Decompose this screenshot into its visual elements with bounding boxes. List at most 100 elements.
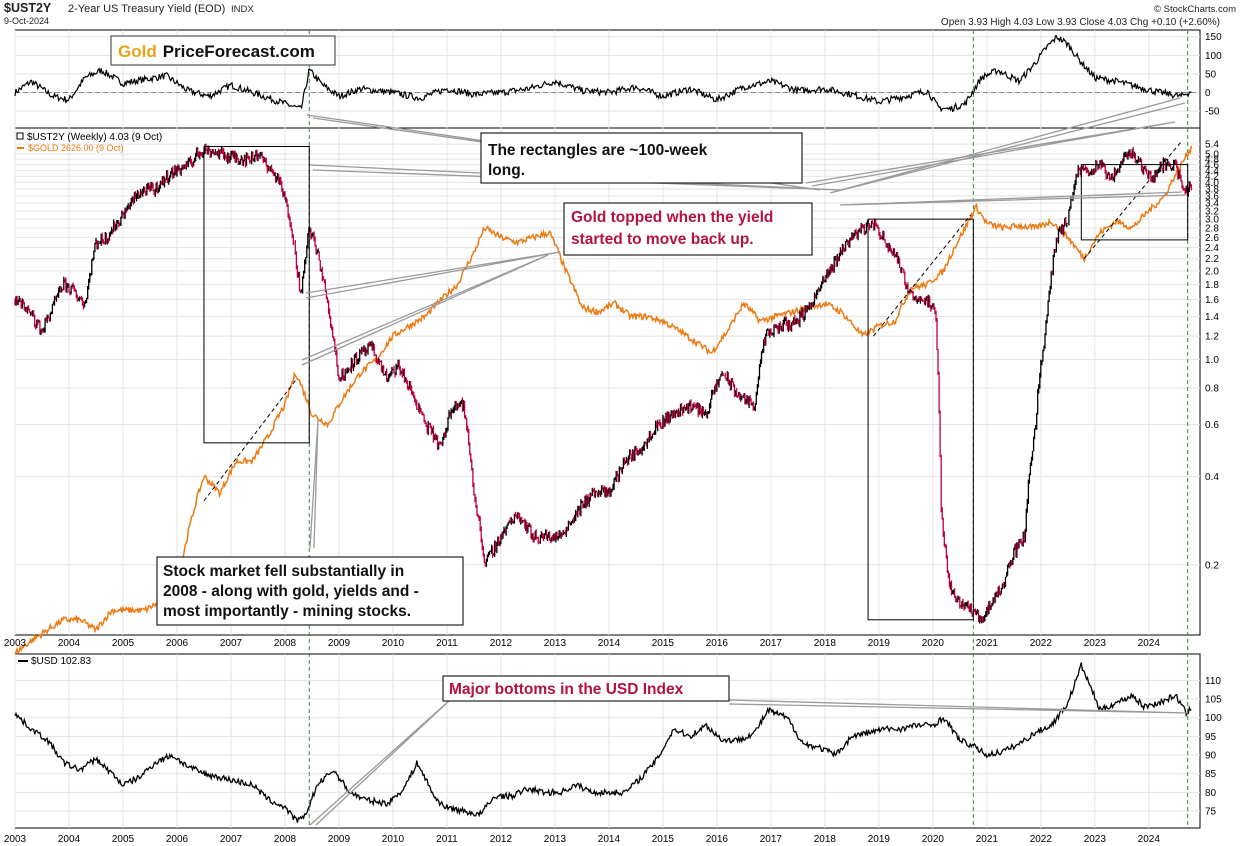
- annotation-usd-bottoms: Major bottoms in the USD Index: [442, 675, 730, 702]
- callout-wedge: [728, 699, 1189, 714]
- x-tick-label: 2004: [58, 638, 81, 649]
- usd-y-tick: 95: [1205, 732, 1217, 743]
- x-tick-label: 2019: [868, 834, 891, 845]
- x-tick-label: 2008: [274, 834, 297, 845]
- chart-title: 2-Year US Treasury Yield (EOD): [68, 3, 225, 15]
- x-tick-label: 2012: [490, 638, 513, 649]
- x-tick-label: 2007: [220, 834, 243, 845]
- yield-y-tick: 1.0: [1205, 355, 1219, 366]
- x-tick-label: 2006: [166, 834, 189, 845]
- x-tick-label: 2014: [598, 638, 621, 649]
- usd-legend: $USD 102.83: [18, 656, 91, 667]
- brand-logo: Gold PriceForecast.com: [110, 35, 336, 66]
- date-label: 9-Oct-2024: [4, 16, 49, 26]
- brand-part1: Gold: [118, 42, 157, 61]
- yield-y-tick: 2.2: [1205, 254, 1219, 265]
- yield-y-tick: 5.0: [1205, 149, 1219, 160]
- usd-line: [14, 662, 1192, 823]
- callout-wedge: [309, 699, 451, 826]
- x-tick-label: 2018: [814, 638, 837, 649]
- usd-y-tick: 75: [1205, 807, 1217, 818]
- gold-line: [14, 145, 1193, 655]
- yield-y-tick: 3.6: [1205, 191, 1219, 202]
- yield-y-tick: 1.2: [1205, 332, 1219, 343]
- gold-legend: $GOLD 2626.00 (9 Oct): [28, 143, 124, 153]
- yield-y-tick: 0.8: [1205, 383, 1219, 394]
- yield-y-tick: 1.6: [1205, 295, 1219, 306]
- callout-wedge: [309, 419, 319, 549]
- annotation-stock-market-text: Stock market fell substantially in 2008 …: [163, 563, 423, 620]
- x-tick-label: 2016: [706, 834, 729, 845]
- yield-y-tick: 2.0: [1205, 266, 1219, 277]
- x-tick-label: 2010: [382, 638, 405, 649]
- yield-legend: $UST2Y (Weekly) 4.03 (9 Oct) $GOLD 2626.…: [16, 132, 162, 153]
- x-tick-label: 2014: [598, 834, 621, 845]
- yield-y-tick: 4.2: [1205, 172, 1219, 183]
- momentum-y-tick: 50: [1205, 69, 1217, 80]
- yield-y-tick: 4.0: [1205, 178, 1219, 189]
- x-tick-label: 2010: [382, 834, 405, 845]
- callout-wedge: [305, 251, 561, 299]
- x-tick-label: 2018: [814, 834, 837, 845]
- source-label: © StockCharts.com: [1154, 4, 1236, 15]
- ticks-layer: 2003 2003 2004 2004 2005 2005 2006 2006 2007 2007…: [4, 32, 1222, 845]
- x-tick-label: 2024: [1138, 638, 1161, 649]
- overlay-layer: [203, 97, 1189, 826]
- momentum-y-tick: 0: [1205, 88, 1211, 99]
- x-tick-label: 2008: [274, 638, 297, 649]
- x-tick-label: 2011: [436, 834, 458, 845]
- annotation-rectangles: The rectangles are ~100-week long.: [480, 132, 803, 184]
- period-rectangle: [1080, 164, 1189, 241]
- yield-y-tick: 3.0: [1205, 215, 1219, 226]
- yield-y-tick: 3.4: [1205, 199, 1219, 210]
- yield-y-tick: 2.8: [1205, 223, 1219, 234]
- usd-y-tick: 80: [1205, 788, 1217, 799]
- yield-y-tick: 4.4: [1205, 166, 1219, 177]
- x-tick-label: 2017: [760, 638, 783, 649]
- ohlc-stats: Open 3.93 High 4.03 Low 3.93 Close 4.03 …: [941, 17, 1220, 28]
- x-tick-label: 2007: [220, 638, 243, 649]
- ust2y-legend-swatch: [16, 132, 24, 140]
- x-tick-label: 2024: [1138, 834, 1161, 845]
- momentum-y-tick: 150: [1205, 32, 1222, 43]
- x-tick-label: 2022: [1030, 638, 1053, 649]
- momentum-line: [14, 35, 1192, 113]
- yield-y-tick: 0.6: [1205, 420, 1219, 431]
- yield-y-tick: 0.2: [1205, 560, 1219, 571]
- callout-wedge: [805, 121, 1176, 187]
- yield-y-tick: 1.8: [1205, 280, 1219, 291]
- x-tick-label: 2023: [1084, 834, 1107, 845]
- exchange-label: INDX: [231, 4, 254, 15]
- x-tick-label: 2020: [922, 638, 945, 649]
- annotation-usd-bottoms-text: Major bottoms in the USD Index: [449, 681, 684, 698]
- callout-wedge: [301, 254, 549, 366]
- x-tick-label: 2009: [328, 638, 351, 649]
- x-tick-label: 2021: [976, 638, 999, 649]
- callout-wedge: [839, 191, 1186, 206]
- usd-y-tick: 105: [1205, 695, 1222, 706]
- x-tick-label: 2013: [544, 638, 567, 649]
- callout-wedge: [829, 97, 1186, 194]
- yield-y-tick: 4.8: [1205, 155, 1219, 166]
- annotation-stock-market: Stock market fell substantially in 2008 …: [156, 556, 464, 626]
- x-tick-label: 2016: [706, 638, 729, 649]
- x-tick-label: 2003: [4, 834, 27, 845]
- ust2y-down-bars: [14, 143, 1193, 623]
- yield-y-tick: 0.4: [1205, 472, 1219, 483]
- x-tick-label: 2009: [328, 834, 351, 845]
- chart-header: $UST2Y 2-Year US Treasury Yield (EOD) IN…: [4, 1, 1236, 28]
- x-tick-label: 2006: [166, 638, 189, 649]
- period-rectangle: [867, 218, 974, 621]
- x-tick-label: 2015: [652, 638, 675, 649]
- ust2y-up-bars: [15, 144, 1190, 624]
- x-tick-label: 2017: [760, 834, 783, 845]
- x-tick-label: 2015: [652, 834, 675, 845]
- series-layer: [14, 35, 1193, 823]
- x-tick-label: 2020: [922, 834, 945, 845]
- usd-y-tick: 110: [1205, 676, 1221, 687]
- x-tick-label: 2011: [436, 638, 458, 649]
- momentum-y-tick: 100: [1205, 51, 1222, 62]
- x-tick-label: 2013: [544, 834, 567, 845]
- usd-y-tick: 100: [1205, 713, 1222, 724]
